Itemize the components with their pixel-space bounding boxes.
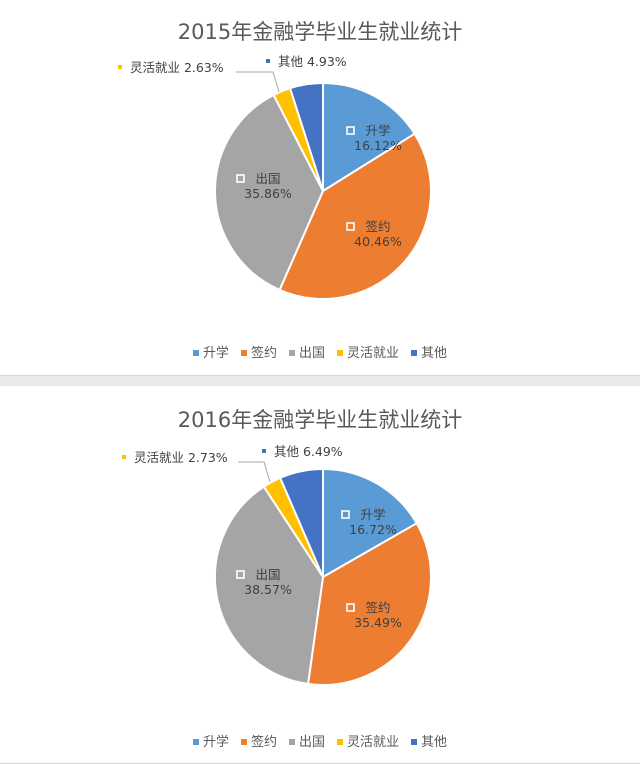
legend-item: 灵活就业 [337, 342, 399, 361]
legend-swatch [192, 349, 199, 356]
chart-title: 2015年金融学毕业生就业统计 [177, 20, 463, 44]
legend-item: 其他 [411, 342, 447, 361]
legend-label: 出国 [298, 346, 325, 361]
label-marker [122, 455, 126, 459]
label-marker [236, 570, 245, 579]
legend-swatch [337, 738, 343, 745]
data-label: 其他 6.49% [262, 444, 343, 459]
data-label: 灵活就业 2.73% [122, 450, 271, 483]
data-label-value: 16.72% [349, 522, 397, 537]
legend-swatch [288, 349, 295, 356]
label-marker [341, 510, 350, 519]
leader-line [238, 461, 271, 483]
label-marker [346, 222, 355, 231]
legend-item: 灵活就业 [337, 731, 399, 750]
label-marker [346, 603, 355, 612]
legend-swatch [240, 738, 247, 745]
legend-swatch [192, 738, 199, 745]
legend-item: 其他 [411, 731, 447, 750]
data-label-text: 灵活就业 2.73% [134, 450, 228, 465]
pie-slice-升学 [322, 81, 416, 193]
data-label: 其他 4.93% [266, 54, 347, 69]
data-label-text: 灵活就业 2.63% [130, 60, 224, 75]
chart-panel-2015: 2015年金融学毕业生就业统计 升学 16.12% 签约 40.46% 出国 35.86%… [0, 0, 640, 376]
legend-label: 签约 [250, 735, 277, 750]
chart-title: 2016年金融学毕业生就业统计 [177, 408, 463, 432]
data-label-category: 签约 [365, 219, 390, 234]
label-marker [266, 59, 270, 63]
data-label-value: 35.86% [244, 186, 292, 201]
legend-swatch [411, 738, 418, 745]
legend-label: 升学 [202, 735, 229, 750]
legend-label: 其他 [421, 346, 448, 361]
legend-label: 灵活就业 [347, 735, 400, 750]
legend-label: 升学 [202, 346, 229, 361]
legend-item: 升学 [192, 342, 229, 361]
legend-item: 签约 [240, 342, 277, 361]
legend-label: 出国 [298, 735, 325, 750]
legend-swatch [240, 349, 247, 356]
label-marker [236, 174, 245, 183]
data-label-value: 35.49% [354, 615, 402, 630]
data-label-category: 升学 [360, 507, 385, 522]
chart-legend: 升学 签约 出国 灵活就业 其他 [0, 342, 640, 361]
legend-item: 出国 [288, 342, 325, 361]
legend-swatch [411, 349, 418, 356]
data-label: 灵活就业 2.63% [118, 60, 280, 93]
chart-legend: 升学 签约 出国 灵活就业 其他 [0, 731, 640, 750]
legend-label: 灵活就业 [347, 346, 400, 361]
pie-slice-其他 [278, 467, 324, 578]
leader-line [236, 71, 280, 93]
legend-item: 升学 [192, 731, 229, 750]
pie-slice-升学 [322, 467, 419, 579]
label-marker [118, 65, 122, 69]
data-label-text: 其他 4.93% [278, 54, 347, 69]
data-label-value: 16.12% [354, 138, 402, 153]
data-label-category: 升学 [365, 123, 390, 138]
pie-slice-出国 [214, 93, 325, 292]
label-marker [262, 449, 266, 453]
legend-item: 签约 [240, 731, 277, 750]
pie-slice-签约 [306, 521, 432, 686]
legend-label: 签约 [250, 346, 277, 361]
data-label-category: 出国 [255, 171, 280, 186]
legend-swatch [337, 349, 343, 356]
data-label-text: 其他 6.49% [274, 444, 343, 459]
pie-slice-签约 [278, 132, 432, 300]
chart-panel-2016: 2016年金融学毕业生就业统计 升学 16.72% 签约 35.49% 出国 38.57%… [0, 386, 640, 764]
legend-label: 其他 [421, 735, 448, 750]
legend-item: 出国 [288, 731, 325, 750]
data-label-value: 40.46% [354, 234, 402, 249]
data-label-category: 出国 [255, 567, 280, 582]
data-label-category: 签约 [365, 600, 390, 615]
label-marker [346, 126, 355, 135]
legend-swatch [288, 738, 295, 745]
data-label-value: 38.57% [244, 582, 292, 597]
pie-slice-其他 [288, 81, 324, 192]
